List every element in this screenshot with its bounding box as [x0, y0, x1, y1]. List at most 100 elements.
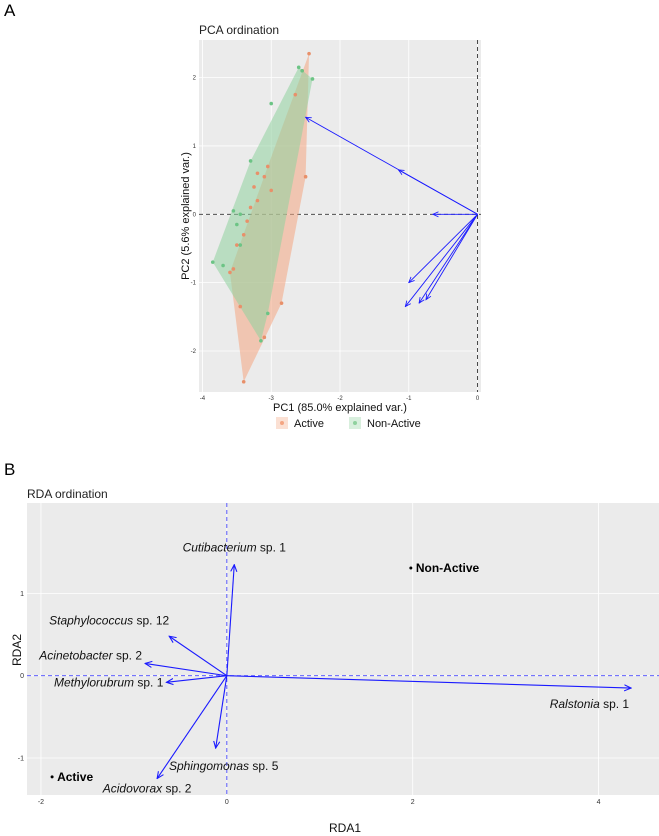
- pca-point-1-0: [296, 65, 301, 70]
- pca-point-0-9: [245, 219, 249, 223]
- pca-loadings: [306, 117, 478, 306]
- pca-x-label: PC1 (85.0% explained var.): [273, 402, 407, 414]
- pca-point-0-10: [241, 232, 246, 237]
- rda-species-genus-1: Staphylococcus: [49, 613, 133, 627]
- pca-point-0-19: [269, 188, 274, 193]
- rda-ticks: -2 0 2 4 -1 0 1: [18, 591, 601, 806]
- rda-site-dot-0: [50, 775, 54, 779]
- rda-y-tick-0: -1: [18, 755, 24, 762]
- pca-hull-1: [212, 67, 313, 341]
- rda-species-suffix-0: sp. 1: [257, 541, 287, 555]
- rda-arrow-0: [226, 565, 234, 676]
- rda-x-tick-2: 2: [411, 799, 415, 806]
- pca-point-1-1: [310, 77, 315, 81]
- rda-species-genus-0: Cutibacterium: [183, 541, 257, 555]
- pca-point-1-12: [238, 212, 243, 217]
- pca-point-0-15: [262, 335, 267, 340]
- rda-plot-panel: [27, 503, 659, 795]
- pca-y-tick-1: -1: [191, 281, 197, 287]
- rda-species-label-4: Ralstonia sp. 1: [550, 697, 630, 711]
- rda-species-label-5: Sphingomonas sp. 5: [169, 759, 279, 773]
- rda-y-tick-2: 1: [20, 591, 24, 598]
- rda-species-suffix-6: sp. 2: [162, 782, 192, 796]
- pca-point-1-6: [238, 243, 243, 247]
- pca-x-tick-1: -3: [269, 396, 275, 402]
- rda-site-label-0: Active: [57, 770, 93, 784]
- pca-point-0-16: [279, 301, 284, 305]
- pca-point-1-10: [265, 311, 270, 316]
- legend-label-active: Active: [294, 418, 324, 430]
- pca-point-0-8: [248, 205, 253, 210]
- pca-point-0-12: [228, 270, 232, 275]
- pca-point-0-4: [265, 164, 270, 169]
- pca-point-0-11: [235, 243, 239, 247]
- rda-species-label-1: Staphylococcus sp. 12: [49, 613, 169, 627]
- pca-x-tick-4: 0: [476, 396, 480, 402]
- rda-species-genus-2: Acinetobacter: [38, 648, 113, 662]
- pca-point-0-5: [262, 174, 267, 179]
- rda-y-label: RDA2: [10, 634, 24, 666]
- pca-point-0-17: [231, 267, 236, 271]
- pca-point-0-7: [252, 185, 256, 189]
- rda-arrow-4: [226, 675, 631, 688]
- pca-point-1-4: [231, 209, 236, 213]
- rda-species-suffix-5: sp. 5: [249, 759, 279, 773]
- pca-y-tick-3: 1: [193, 144, 197, 150]
- pca-point-0-14: [241, 379, 246, 384]
- rda-species-genus-5: Sphingomonas: [169, 759, 249, 773]
- pca-point-1-5: [235, 222, 239, 227]
- rda-species-label-2: Acinetobacter sp. 2: [38, 648, 142, 662]
- rda-species-label-0: Cutibacterium sp. 1: [183, 541, 287, 555]
- rda-title: RDA ordination: [27, 487, 108, 501]
- pca-loading-arrow-6: [419, 214, 478, 303]
- pca-x-tick-3: -1: [406, 396, 412, 402]
- legend-label-non-active: Non-Active: [367, 418, 421, 430]
- rda-arrow-2: [145, 663, 227, 677]
- rda-species-suffix-2: sp. 2: [113, 648, 143, 662]
- pca-loading-arrow-4: [405, 214, 478, 306]
- rda-arrow-1: [169, 636, 228, 677]
- pca-point-1-8: [210, 260, 215, 264]
- pca-y-label: PC2 (5.6% explained var.): [180, 152, 192, 280]
- rda-site-label-1: Non-Active: [416, 561, 480, 575]
- rda-species-genus-3: Methylorubrum: [54, 675, 134, 689]
- pca-point-0-6: [255, 171, 260, 176]
- rda-arrow-3: [166, 675, 227, 683]
- pca-title: PCA ordination: [199, 23, 279, 37]
- pca-y-tick-4: 2: [193, 76, 197, 82]
- rda-arrow-5: [216, 675, 228, 748]
- pca-point-1-3: [248, 159, 253, 163]
- pca-point-1-7: [221, 263, 225, 268]
- rda-x-tick-1: 0: [225, 799, 229, 806]
- panel-b-letter: B: [4, 460, 15, 479]
- legend-dot-non-active: [353, 421, 357, 425]
- pca-y-tick-2: 0: [193, 212, 197, 218]
- pca-y-tick-0: -2: [191, 349, 197, 355]
- rda-species-arrows: [145, 565, 631, 779]
- pca-points: [210, 51, 315, 384]
- rda-site-dot-1: [409, 566, 413, 570]
- pca-point-1-2: [269, 101, 274, 106]
- pca-point-0-18: [255, 198, 260, 203]
- legend-dot-active: [280, 421, 284, 425]
- rda-species-suffix-1: sp. 12: [133, 613, 169, 627]
- pca-point-0-3: [303, 174, 308, 179]
- rda-species-genus-4: Ralstonia: [550, 697, 600, 711]
- pca-x-tick-0: -4: [200, 396, 206, 402]
- pca-x-tick-2: -2: [337, 396, 343, 402]
- rda-species-suffix-3: sp. 1: [134, 675, 164, 689]
- rda-species-label-3: Methylorubrum sp. 1: [54, 675, 164, 689]
- pca-loading-arrow-3: [409, 213, 478, 282]
- pca-point-0-2: [293, 92, 298, 97]
- pca-loading-arrow-5: [426, 214, 478, 299]
- pca-point-1-9: [259, 338, 263, 343]
- rda-grid: [27, 503, 659, 795]
- pca-legend: Active Non-Active: [276, 417, 421, 430]
- pca-hulls: [212, 53, 313, 382]
- rda-sites: Active Non-Active: [50, 561, 480, 784]
- rda-x-tick-0: -2: [38, 799, 44, 806]
- pca-point-0-0: [307, 51, 311, 56]
- rda-x-label: RDA1: [329, 821, 361, 835]
- rda-y-tick-1: 0: [20, 673, 24, 680]
